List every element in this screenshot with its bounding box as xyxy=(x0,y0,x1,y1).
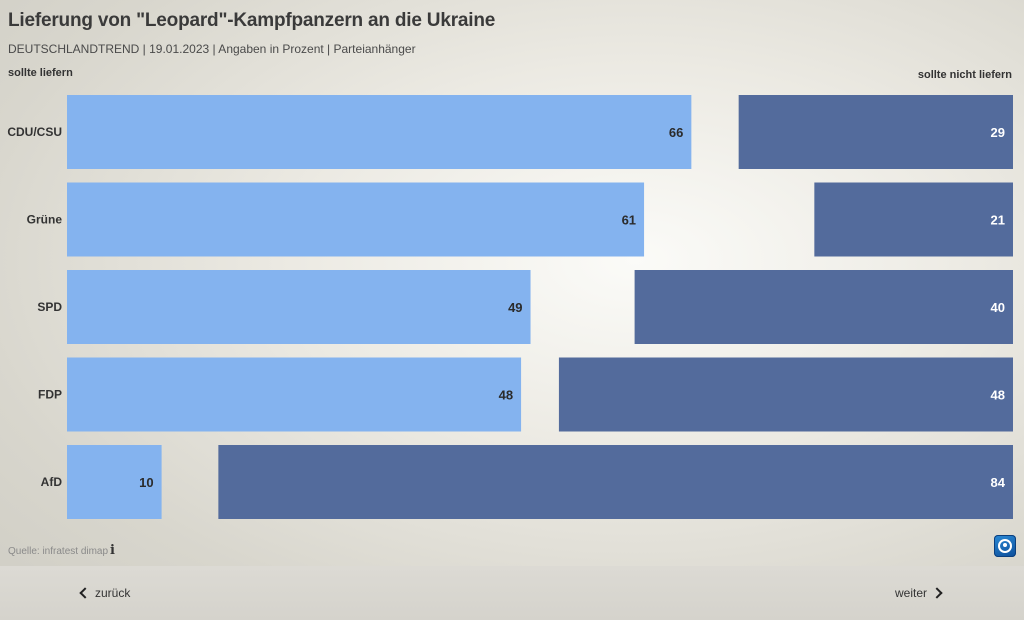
navigation-bar: zurück weiter xyxy=(0,566,1024,620)
category-label: SPD xyxy=(37,300,62,314)
next-label: weiter xyxy=(894,586,927,600)
bar-sollte-nicht-liefern xyxy=(814,182,1013,257)
bar-sollte-liefern xyxy=(67,95,692,169)
bar-sollte-liefern xyxy=(67,270,531,344)
value-label-sollte-liefern: 49 xyxy=(508,300,522,315)
value-label-sollte-nicht-liefern: 29 xyxy=(991,125,1005,140)
legend-right-label: sollte nicht liefern xyxy=(917,69,1012,81)
bar-sollte-nicht-liefern xyxy=(634,270,1013,344)
value-label-sollte-nicht-liefern: 21 xyxy=(991,213,1005,228)
chevron-left-icon xyxy=(79,587,91,599)
value-label-sollte-liefern: 61 xyxy=(622,213,636,228)
value-label-sollte-liefern: 10 xyxy=(139,475,153,490)
value-label-sollte-nicht-liefern: 84 xyxy=(991,475,1006,490)
value-label-sollte-liefern: 48 xyxy=(499,388,513,403)
back-label: zurück xyxy=(95,586,131,600)
bar-sollte-nicht-liefern xyxy=(558,357,1013,432)
tagesschau-logo-icon xyxy=(994,535,1016,557)
value-label-sollte-liefern: 66 xyxy=(669,125,683,140)
chart-subtitle: DEUTSCHLANDTREND | 19.01.2023 | Angaben … xyxy=(8,42,416,56)
chart-title: Lieferung von "Leopard"-Kampfpanzern an … xyxy=(8,10,496,31)
bar-sollte-liefern xyxy=(67,357,522,432)
legend-left-label: sollte liefern xyxy=(8,67,73,79)
category-label: Grüne xyxy=(27,213,63,227)
bar-sollte-liefern xyxy=(67,445,162,519)
category-label: CDU/CSU xyxy=(7,125,62,139)
bar-sollte-liefern xyxy=(67,182,645,257)
source-note: Quelle: infratest dimap xyxy=(8,546,109,557)
bar-sollte-nicht-liefern xyxy=(738,95,1013,169)
chevron-right-icon xyxy=(931,587,943,599)
value-label-sollte-nicht-liefern: 48 xyxy=(991,388,1005,403)
category-label: FDP xyxy=(38,388,62,402)
bar-sollte-nicht-liefern xyxy=(218,445,1014,519)
category-label: AfD xyxy=(41,475,63,489)
value-label-sollte-nicht-liefern: 40 xyxy=(991,300,1005,315)
next-button[interactable]: weiter xyxy=(895,586,944,600)
back-button[interactable]: zurück xyxy=(78,586,130,600)
bar-chart: CDU/CSU 66 29 Grüne 61 21 SPD 49 40 FDP 48 48 AfD 10 8… xyxy=(7,95,1014,519)
info-icon[interactable]: i xyxy=(110,543,115,558)
